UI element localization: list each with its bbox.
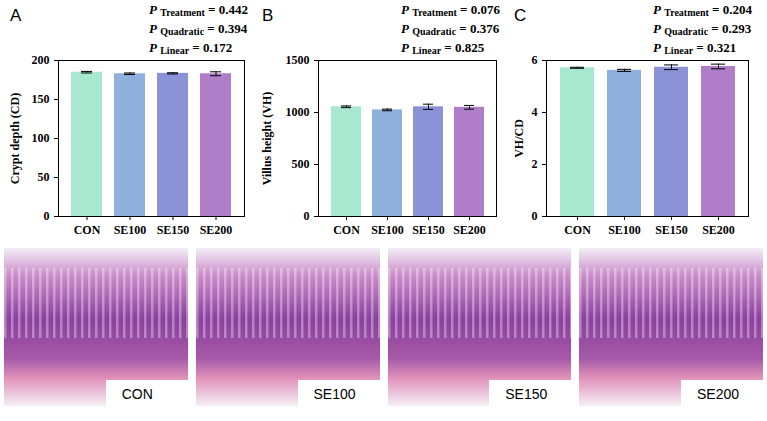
html-text:P Treatment= 0.076: P Treatment= 0.076 — [401, 2, 500, 18]
html-text:P Quadratic= 0.376: P Quadratic= 0.376 — [401, 21, 500, 37]
svg-text:50: 50 — [38, 170, 50, 184]
svg-text:0: 0 — [304, 209, 310, 223]
svg-text:CON: CON — [74, 223, 101, 237]
html-text:P Linear= 0.321: P Linear= 0.321 — [653, 40, 737, 56]
svg-text:SE100: SE100 — [114, 223, 147, 237]
svg-text:6: 6 — [532, 53, 538, 67]
svg-text:1500: 1500 — [286, 53, 310, 67]
svg-text:CON: CON — [564, 223, 591, 237]
svg-text:Villus height (VH): Villus height (VH) — [260, 92, 274, 186]
svg-text:2: 2 — [532, 157, 538, 171]
svg-text:SE150: SE150 — [157, 223, 190, 237]
html-text:P Quadratic= 0.293: P Quadratic= 0.293 — [653, 21, 752, 37]
svg-text:0: 0 — [532, 209, 538, 223]
svg-text:SE150: SE150 — [655, 223, 688, 237]
svg-text:SE200: SE200 — [200, 223, 233, 237]
svg-text:VH/CD: VH/CD — [512, 119, 526, 158]
html-text:CON: CON — [121, 386, 153, 402]
svg-text:0: 0 — [44, 209, 50, 223]
svg-text:SE100: SE100 — [608, 223, 641, 237]
svg-text:4: 4 — [532, 105, 538, 119]
html-text:A: A — [10, 6, 22, 25]
svg-text:SE200: SE200 — [453, 223, 486, 237]
svg-text:CON: CON — [333, 223, 360, 237]
svg-text:150: 150 — [32, 92, 50, 106]
svg-text:Crypt depth (CD): Crypt depth (CD) — [8, 93, 22, 184]
svg-text:500: 500 — [292, 157, 310, 171]
html-text:B: B — [262, 6, 274, 25]
svg-text:SE200: SE200 — [702, 223, 735, 237]
html-text:SE150: SE150 — [505, 386, 548, 402]
svg-text:200: 200 — [32, 53, 50, 67]
svg-text:SE150: SE150 — [412, 223, 445, 237]
html-text:SE100: SE100 — [313, 386, 356, 402]
html-text:P Treatment= 0.442: P Treatment= 0.442 — [149, 2, 248, 18]
svg-text:1000: 1000 — [286, 105, 310, 119]
html-text:P Treatment= 0.204: P Treatment= 0.204 — [653, 2, 752, 18]
html-text:P Linear= 0.172: P Linear= 0.172 — [149, 40, 233, 56]
svg-text:SE100: SE100 — [371, 223, 404, 237]
html-text:C: C — [514, 6, 527, 25]
html-text:P Linear= 0.825: P Linear= 0.825 — [401, 40, 485, 56]
html-text:P Quadratic= 0.394: P Quadratic= 0.394 — [149, 21, 248, 37]
html-text:SE200: SE200 — [697, 386, 739, 402]
svg-text:100: 100 — [32, 131, 50, 145]
